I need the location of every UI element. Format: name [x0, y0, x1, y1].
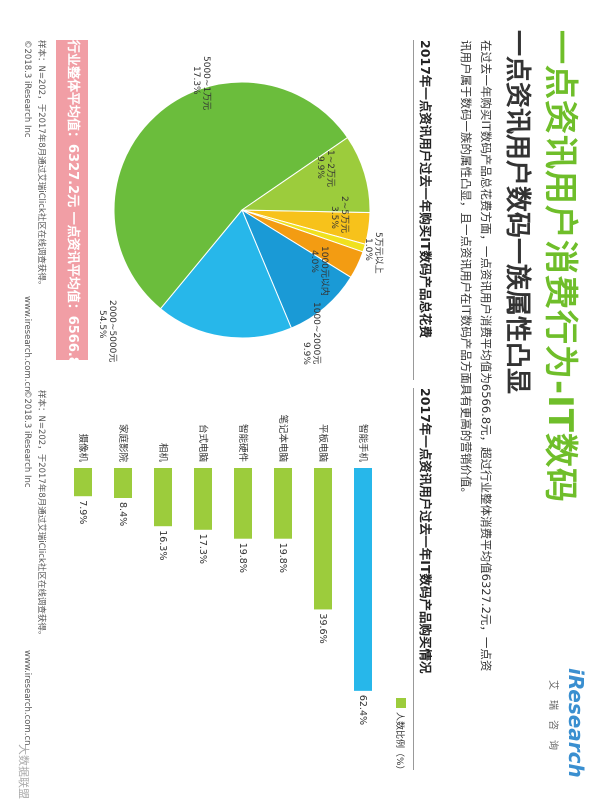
pie-slice-3 — [240, 208, 352, 329]
bar-category-label: 智能硬件 — [237, 424, 249, 463]
pie-label-20000-50000: 2~5万元 3.5% — [329, 196, 349, 233]
bar-category-label: 台式电脑 — [197, 424, 209, 462]
bar-5 — [154, 468, 172, 527]
bar-6 — [114, 468, 132, 498]
pie-chart — [113, 81, 371, 339]
bar-value-label: 62.4% — [357, 695, 368, 725]
pie-slice-4 — [159, 209, 293, 339]
average-banner: 行业整体平均值：6327.2元 一点资讯平均值：6566.8元 — [56, 40, 88, 379]
pie-slice-5 — [113, 81, 349, 310]
bar-4 — [194, 468, 212, 530]
bar-copyright: ©2018.3 iResearch Inc — [22, 390, 32, 488]
bar-category-label: 相机 — [157, 443, 169, 463]
pie-label-5000-10000: 5000~1万元 17.3% — [191, 56, 211, 111]
brand-name: iResearch — [564, 668, 588, 778]
bar-0 — [354, 468, 372, 691]
pie-chart-title: 2017年一点资讯用户过去一年购买IT数码产品总花费 — [418, 40, 433, 338]
bar-category-label: 家庭影院 — [117, 424, 129, 463]
bar-value-label: 39.6% — [317, 613, 328, 643]
bar-group: 人数比例（%） 智能手机 62.4% 平板电脑 39.6% 笔记本电脑 19.8% 智能硬件 1… — [74, 414, 406, 775]
intro-paragraph: 在过去一年购买IT数码产品总花费方面，一点资讯用户消费平均值为6566.8元，超… — [459, 40, 493, 672]
pie-label-50000-above: 5万元以上 1.0% — [363, 232, 383, 274]
bar-2 — [274, 468, 292, 539]
bar-title-rule — [413, 388, 414, 770]
page-subtitle: 一点资讯用户数码一族属性凸显 — [502, 30, 532, 395]
pie-label-10000-20000: 1~2万元 9.9% — [315, 150, 335, 187]
pie-website: www.iresearch.com.cn — [22, 296, 32, 392]
brand-logo: iResearch 艾瑞咨询 — [547, 668, 588, 780]
bar-7 — [74, 468, 92, 497]
pie-footnote: 样本：N=202，于2017年8月通过艾瑞iClick社区在线调查获得。 — [36, 40, 46, 290]
bar-footnote: 样本：N=202，于2017年8月通过艾瑞iClick社区在线调查获得。 — [36, 390, 46, 640]
bar-chart-title: 2017年一点资讯用户过去一年IT数码产品购买情况 — [418, 388, 433, 674]
watermark: 大数据联盟 — [17, 744, 30, 799]
pie-label-1000-below: 1000元以内 4.0% — [309, 246, 329, 296]
bar-value-label: 7.9% — [77, 500, 88, 524]
bar-category-label: 笔记本电脑 — [277, 414, 289, 462]
page-title: 一点资讯用户消费行为-IT数码 — [540, 30, 580, 503]
bar-1 — [314, 468, 332, 610]
bar-value-label: 19.8% — [237, 543, 248, 573]
bar-category-label: 平板电脑 — [317, 424, 329, 462]
bar-chart: 人数比例（%） 智能手机 62.4% 平板电脑 39.6% 笔记本电脑 19.8% 智能硬件 1… — [74, 414, 406, 775]
pie-label-2000-5000: 2000~5000元 54.5% — [97, 300, 117, 363]
pie-slice-6 — [240, 136, 371, 214]
bar-category-label: 智能手机 — [357, 424, 369, 463]
pie-title-rule — [413, 40, 414, 380]
bar-value-label: 17.3% — [197, 534, 208, 564]
pie-slices — [113, 81, 371, 339]
bar-category-label: 摄像机 — [77, 433, 89, 462]
legend-label: 人数比例（%） — [394, 712, 406, 775]
bar-3 — [234, 468, 252, 539]
pie-label-1000-2000: 1000~2000元 9.9% — [301, 302, 321, 365]
bar-value-label: 8.4% — [117, 502, 128, 526]
brand-sub: 艾瑞咨询 — [547, 680, 558, 760]
pie-copyright: ©2018.3 iResearch Inc — [22, 40, 32, 138]
bar-website: www.iresearch.com.cn — [22, 650, 32, 746]
legend-swatch — [396, 698, 406, 708]
bar-value-label: 19.8% — [277, 543, 288, 573]
bar-value-label: 16.3% — [157, 530, 168, 560]
